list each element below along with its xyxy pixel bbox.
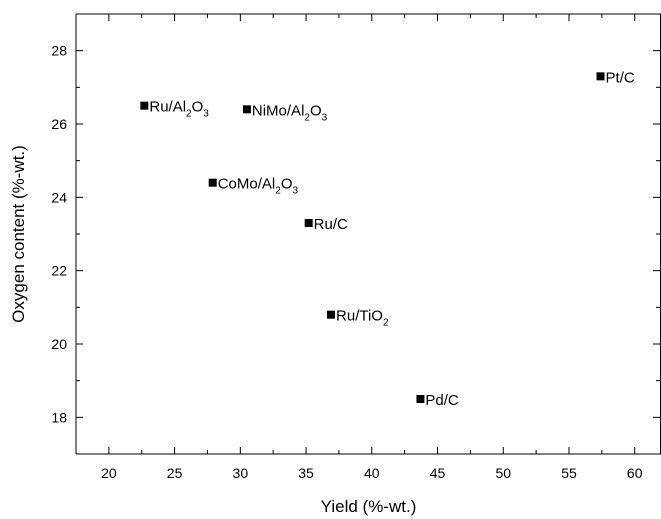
y-axis-title: Oxygen content (%-wt.) — [9, 145, 28, 323]
point-label: Ru/C — [314, 216, 348, 233]
point-marker — [327, 310, 336, 319]
y-tick-label: 18 — [51, 409, 67, 425]
data-point-group: Pd/C — [416, 392, 459, 409]
point-label: CoMo/Al2O3 — [218, 176, 299, 197]
data-point-group: NiMo/Al2O3 — [242, 102, 328, 123]
data-point-group: Pt/C — [596, 69, 635, 86]
point-marker — [242, 105, 251, 114]
plot-frame — [75, 13, 661, 455]
point-marker — [416, 395, 425, 403]
x-tick-label: 45 — [430, 465, 446, 481]
x-tick-label: 40 — [364, 465, 380, 481]
point-label: Pd/C — [425, 392, 459, 409]
point-label: Ru/TiO2 — [336, 308, 389, 329]
y-axis-ticks: 18 20 22 24 26 28 — [51, 13, 660, 455]
data-point-group: Ru/C — [304, 216, 348, 233]
point-marker — [304, 219, 313, 227]
x-tick-label: 60 — [627, 465, 643, 481]
x-tick-label: 30 — [233, 465, 249, 481]
data-point-group: CoMo/Al2O3 — [208, 176, 299, 197]
x-tick-label: 50 — [495, 465, 511, 481]
data-point-group: Ru/TiO2 — [327, 308, 389, 329]
point-marker — [140, 101, 149, 110]
point-marker — [596, 72, 605, 81]
point-marker — [208, 178, 217, 187]
data-point-group: Ru/Al2O3 — [140, 99, 209, 120]
x-tick-label: 35 — [298, 465, 314, 481]
x-tick-label: 25 — [167, 465, 183, 481]
x-axis-ticks: 20 25 30 35 40 45 50 55 60 — [75, 14, 643, 481]
y-tick-label: 26 — [51, 116, 67, 132]
data-points: Ru/Al2O3 NiMo/Al2O3 CoMo/Al2O3 Ru/C Ru/TiO2 P… — [140, 69, 635, 409]
x-tick-label: 55 — [561, 465, 577, 481]
x-tick-label: 20 — [101, 465, 117, 481]
y-tick-label: 20 — [51, 336, 67, 352]
point-label: NiMo/Al2O3 — [252, 102, 328, 123]
x-axis-title: Yield (%-wt.) — [321, 497, 417, 516]
y-tick-label: 28 — [51, 43, 67, 59]
point-label: Pt/C — [606, 69, 635, 86]
y-tick-label: 22 — [51, 263, 67, 279]
point-label: Ru/Al2O3 — [149, 99, 209, 120]
y-tick-label: 24 — [51, 189, 67, 205]
